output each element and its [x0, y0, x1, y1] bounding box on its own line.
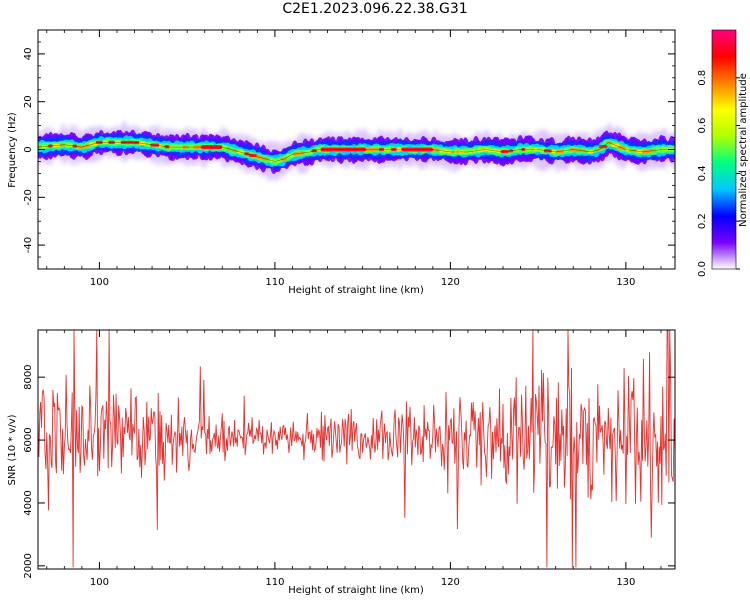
- colorbar-tick-label: 0.0: [697, 261, 708, 277]
- snr-x-tick-label: 120: [441, 577, 460, 588]
- colorbar-tick-label: 0.2: [697, 213, 708, 229]
- snr-y-tick-label: 2000: [23, 553, 34, 578]
- snr-series-line: [38, 330, 675, 568]
- heatmap-x-axis-label: Height of straight line (km): [288, 285, 424, 296]
- snr-y-axis-label: SNR (10 * v/v): [7, 414, 18, 485]
- heatmap-axes: 100 110 120 130 40 20 0 -20 -40: [23, 30, 675, 288]
- heatmap-x-tick-label: 120: [441, 277, 460, 288]
- snr-x-axis-label: Height of straight line (km): [288, 585, 424, 596]
- snr-x-tick-label: 110: [265, 577, 284, 588]
- colorbar: [711, 29, 737, 270]
- heatmap-y-tick-label: -40: [23, 237, 34, 253]
- heatmap-y-tick-label: 40: [23, 48, 34, 61]
- snr-y-tick-label: 4000: [23, 490, 34, 515]
- heatmap-ridge-line: [38, 141, 675, 162]
- colorbar-label: Normalized spectral amplitude: [738, 73, 749, 227]
- colorbar-tick-label: 0.4: [697, 165, 708, 181]
- heatmap-y-tick-label: 0: [23, 146, 34, 152]
- heatmap-y-tick-label: -20: [23, 189, 34, 205]
- snr-axes: 100 110 120 130 2000 4000 6000 8000: [23, 330, 675, 588]
- colorbar-tick-label: 0.8: [697, 70, 708, 86]
- colorbar-tick-label: 0.6: [697, 118, 708, 134]
- heatmap-y-axis-label: Frequency (Hz): [7, 112, 18, 188]
- figure-title: C2E1.2023.096.22.38.G31: [282, 1, 468, 17]
- heatmap-x-tick-label: 100: [90, 277, 109, 288]
- heatmap-y-tick-label: 20: [23, 95, 34, 108]
- snr-x-tick-label: 130: [616, 577, 635, 588]
- heatmap-x-tick-label: 130: [616, 277, 635, 288]
- snr-panel: [38, 330, 675, 568]
- snr-y-tick-label: 6000: [23, 427, 34, 452]
- snr-frame: [37, 329, 676, 570]
- colorbar-ticks: 0.0 0.2 0.4 0.6 0.8: [697, 70, 740, 277]
- snr-y-tick-label: 8000: [23, 364, 34, 389]
- heatmap-x-tick-label: 110: [265, 277, 284, 288]
- heatmap-panel: [38, 120, 675, 183]
- snr-x-tick-label: 100: [90, 577, 109, 588]
